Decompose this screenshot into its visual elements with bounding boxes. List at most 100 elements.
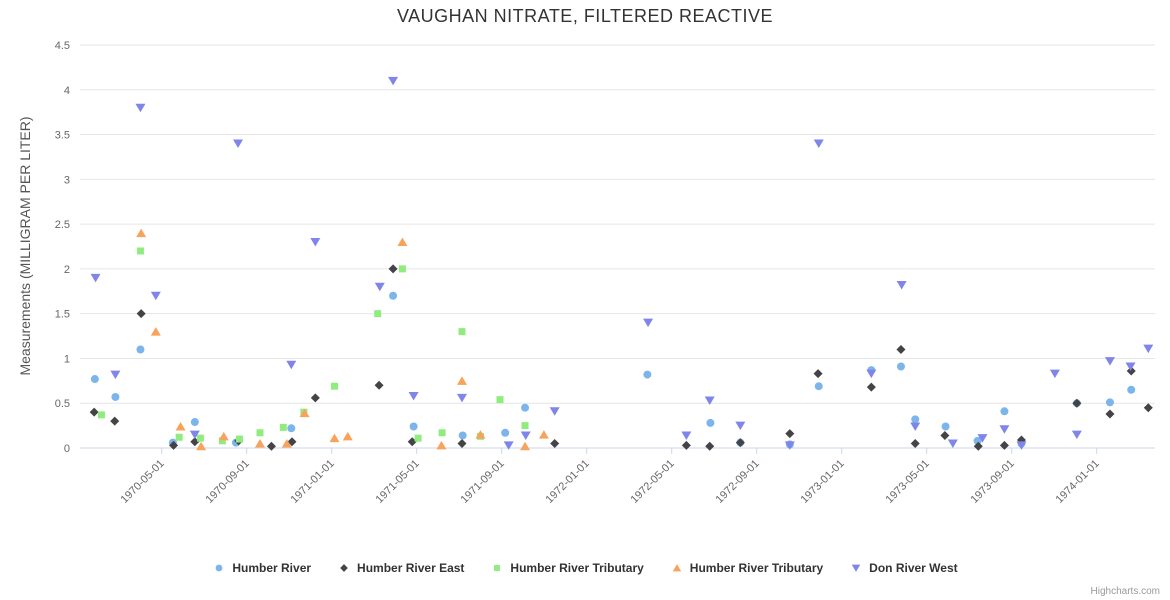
- data-point[interactable]: [279, 423, 287, 431]
- data-point[interactable]: [136, 309, 146, 319]
- data-point[interactable]: [458, 328, 466, 336]
- data-point[interactable]: [398, 265, 406, 273]
- data-point[interactable]: [1072, 398, 1082, 408]
- data-point[interactable]: [169, 440, 179, 450]
- legend-item-3[interactable]: Humber River Tributary: [670, 561, 823, 575]
- data-point[interactable]: [407, 437, 417, 447]
- data-point[interactable]: [175, 433, 183, 441]
- data-point[interactable]: [735, 438, 745, 448]
- data-point[interactable]: [389, 291, 398, 300]
- data-point[interactable]: [409, 422, 418, 431]
- data-point[interactable]: [287, 437, 297, 447]
- data-point[interactable]: [287, 424, 296, 433]
- data-point[interactable]: [1125, 362, 1136, 372]
- data-point[interactable]: [785, 429, 795, 439]
- data-point[interactable]: [266, 441, 276, 451]
- data-point[interactable]: [1071, 430, 1082, 440]
- data-point[interactable]: [150, 327, 161, 336]
- data-point[interactable]: [218, 431, 229, 441]
- data-point[interactable]: [310, 238, 321, 247]
- data-point[interactable]: [388, 76, 399, 86]
- data-point[interactable]: [330, 382, 338, 390]
- data-point[interactable]: [643, 318, 654, 328]
- data-point[interactable]: [458, 431, 467, 440]
- data-point[interactable]: [1127, 385, 1136, 394]
- data-point[interactable]: [910, 439, 920, 449]
- data-point[interactable]: [911, 415, 920, 424]
- data-point[interactable]: [973, 436, 982, 445]
- data-point[interactable]: [681, 431, 692, 440]
- data-point[interactable]: [136, 247, 144, 255]
- data-point[interactable]: [1000, 407, 1009, 416]
- data-point[interactable]: [705, 441, 715, 451]
- data-point[interactable]: [910, 422, 921, 432]
- data-point[interactable]: [814, 382, 823, 391]
- data-point[interactable]: [281, 439, 292, 448]
- data-point[interactable]: [1104, 357, 1115, 366]
- data-point[interactable]: [136, 228, 147, 238]
- data-point[interactable]: [475, 430, 486, 439]
- legend-item-2[interactable]: Humber River Tributary: [490, 561, 644, 575]
- data-point[interactable]: [196, 434, 204, 442]
- data-point[interactable]: [550, 439, 560, 449]
- data-point[interactable]: [999, 440, 1009, 450]
- data-point[interactable]: [286, 360, 297, 370]
- data-point[interactable]: [254, 439, 265, 448]
- data-point[interactable]: [408, 392, 419, 401]
- data-point[interactable]: [457, 439, 467, 449]
- data-point[interactable]: [136, 345, 145, 354]
- data-point[interactable]: [310, 393, 320, 403]
- legend-item-0[interactable]: Humber River: [212, 561, 311, 575]
- data-point[interactable]: [977, 434, 988, 443]
- data-point[interactable]: [90, 375, 99, 384]
- data-point[interactable]: [896, 362, 905, 371]
- data-point[interactable]: [456, 376, 467, 385]
- data-point[interactable]: [704, 396, 715, 406]
- data-point[interactable]: [538, 430, 549, 439]
- data-point[interactable]: [256, 429, 264, 437]
- data-point[interactable]: [397, 237, 408, 247]
- data-point[interactable]: [374, 282, 385, 292]
- data-point[interactable]: [388, 264, 398, 274]
- data-point[interactable]: [175, 422, 186, 431]
- data-point[interactable]: [190, 418, 199, 427]
- data-point[interactable]: [233, 139, 244, 149]
- data-point[interactable]: [299, 408, 310, 418]
- data-point[interactable]: [89, 407, 99, 417]
- data-point[interactable]: [218, 437, 226, 445]
- data-point[interactable]: [1143, 344, 1154, 354]
- data-point[interactable]: [784, 441, 795, 450]
- data-point[interactable]: [735, 421, 746, 431]
- data-point[interactable]: [1143, 403, 1153, 413]
- data-point[interactable]: [110, 370, 121, 380]
- data-point[interactable]: [196, 441, 207, 451]
- data-point[interactable]: [189, 430, 200, 440]
- data-point[interactable]: [1105, 409, 1115, 419]
- data-point[interactable]: [896, 281, 907, 290]
- data-point[interactable]: [97, 411, 105, 419]
- data-point[interactable]: [329, 433, 340, 443]
- data-point[interactable]: [941, 422, 950, 431]
- data-point[interactable]: [90, 273, 101, 283]
- data-point[interactable]: [973, 441, 983, 451]
- data-point[interactable]: [940, 430, 950, 440]
- data-point[interactable]: [521, 422, 529, 430]
- legend-item-4[interactable]: Don River West: [849, 561, 958, 575]
- data-point[interactable]: [813, 369, 823, 379]
- highcharts-credit[interactable]: Highcharts.com: [1090, 586, 1160, 597]
- data-point[interactable]: [436, 440, 447, 450]
- data-point[interactable]: [1016, 441, 1027, 450]
- data-point[interactable]: [681, 440, 691, 450]
- data-point[interactable]: [866, 382, 876, 392]
- data-point[interactable]: [501, 428, 510, 437]
- data-point[interactable]: [110, 416, 120, 426]
- data-point[interactable]: [706, 418, 715, 427]
- data-point[interactable]: [235, 435, 243, 443]
- data-point[interactable]: [549, 407, 560, 416]
- data-point[interactable]: [643, 370, 652, 379]
- data-point[interactable]: [520, 431, 531, 440]
- data-point[interactable]: [438, 429, 446, 437]
- data-point[interactable]: [999, 425, 1010, 434]
- data-point[interactable]: [1126, 366, 1136, 376]
- data-point[interactable]: [150, 291, 161, 301]
